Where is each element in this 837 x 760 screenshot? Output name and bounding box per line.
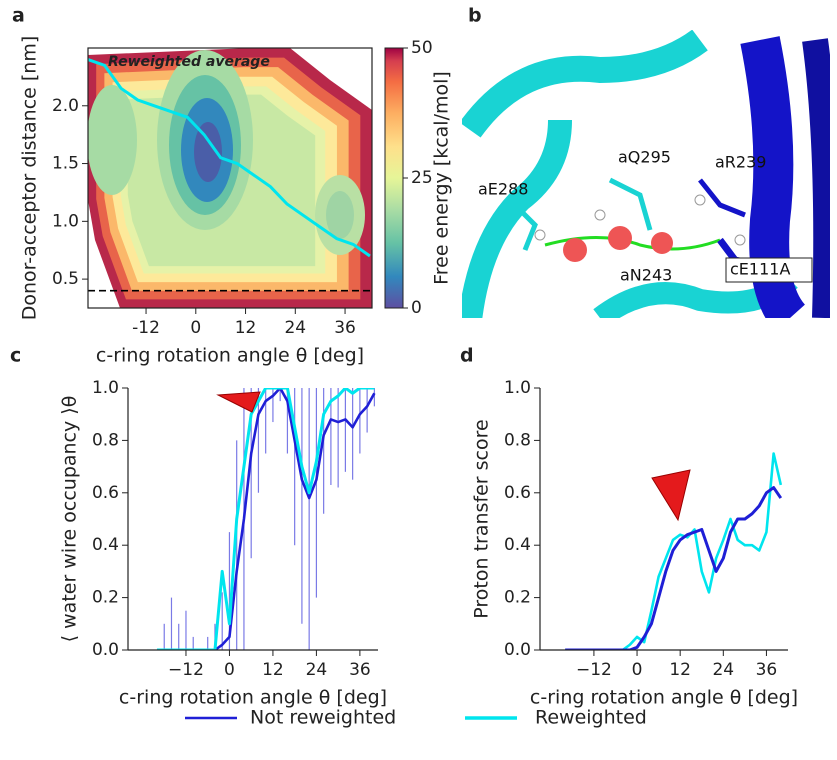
colorbar-tick-label: 50 — [411, 38, 433, 58]
y-tick-label: 0.0 — [92, 640, 119, 660]
y-tick-label: 2.0 — [52, 96, 79, 116]
residue-label: aE288 — [478, 180, 528, 199]
x-axis-label: c-ring rotation angle θ [deg] — [530, 687, 798, 709]
x-tick-label: 0 — [190, 318, 201, 338]
y-axis-label: ⟨ water wire occupancy ⟩θ — [59, 396, 81, 643]
series-line — [565, 486, 783, 650]
residue-label: cE111A — [730, 260, 790, 279]
series-line — [565, 452, 783, 650]
plot-area — [88, 48, 372, 308]
x-axis-label: c-ring rotation angle θ [deg] — [96, 345, 364, 367]
y-tick-label: 0.8 — [92, 430, 119, 450]
colorbar-tick-label: 25 — [411, 168, 433, 188]
panel-label: c — [10, 345, 21, 367]
panel-label: b — [468, 5, 482, 27]
annotation-arrow — [651, 469, 691, 522]
residue-label: aR239 — [715, 153, 766, 172]
colorbar-tick-label: 0 — [411, 298, 422, 318]
x-tick-label: 12 — [669, 660, 691, 680]
y-tick-label: 1.0 — [92, 378, 119, 398]
y-tick-label: 0.6 — [92, 483, 119, 503]
y-tick-label: 0.0 — [504, 640, 531, 660]
y-tick-label: 0.6 — [504, 483, 531, 503]
label-box — [725, 257, 813, 283]
x-tick-label: 12 — [262, 660, 284, 680]
x-tick-label: 24 — [306, 660, 328, 680]
x-tick-label: 12 — [235, 318, 257, 338]
panel-label: a — [12, 5, 25, 27]
x-tick-label: −12 — [576, 660, 612, 680]
x-tick-label: 24 — [284, 318, 306, 338]
colorbar-label: Free energy [kcal/mol] — [431, 71, 453, 285]
y-tick-label: 1.5 — [52, 154, 79, 174]
x-tick-label: 36 — [756, 660, 778, 680]
structure-image — [462, 30, 830, 318]
residue-label: aQ295 — [618, 148, 671, 167]
plot-area — [565, 452, 783, 650]
plot-area — [156, 388, 376, 650]
colorbar — [384, 47, 404, 309]
y-axis-label: Proton transfer score — [471, 419, 493, 618]
x-tick-label: −12 — [168, 660, 204, 680]
y-tick-label: 1.0 — [52, 211, 79, 231]
x-tick-label: 36 — [349, 660, 371, 680]
y-tick-label: 1.0 — [504, 378, 531, 398]
energy-well — [326, 191, 354, 239]
y-tick-label: 0.4 — [92, 535, 119, 555]
x-tick-label: 24 — [712, 660, 734, 680]
legend-label: Not reweighted — [250, 707, 396, 729]
series-line — [156, 388, 375, 650]
energy-well — [88, 85, 137, 195]
panel-label: d — [460, 345, 474, 367]
annotation-arrow — [216, 391, 261, 413]
y-tick-label: 0.2 — [92, 588, 119, 608]
x-tick-label: 0 — [632, 660, 643, 680]
x-tick-label: -12 — [132, 318, 160, 338]
average-line — [87, 58, 371, 258]
y-tick-label: 0.4 — [504, 535, 531, 555]
x-tick-label: 36 — [334, 318, 356, 338]
plot-frame — [87, 47, 373, 309]
y-axis-label: Donor-acceptor distance [nm] — [19, 36, 41, 321]
y-tick-label: 0.2 — [504, 588, 531, 608]
line-label: Reweighted average — [108, 54, 270, 70]
x-tick-label: 0 — [224, 660, 235, 680]
series-line — [156, 388, 376, 650]
y-tick-label: 0.8 — [504, 430, 531, 450]
energy-well — [194, 122, 222, 182]
x-axis-label: c-ring rotation angle θ [deg] — [119, 687, 387, 709]
legend-label: Reweighted — [535, 707, 647, 729]
residue-label: aN243 — [620, 266, 672, 285]
y-tick-label: 0.5 — [52, 269, 79, 289]
